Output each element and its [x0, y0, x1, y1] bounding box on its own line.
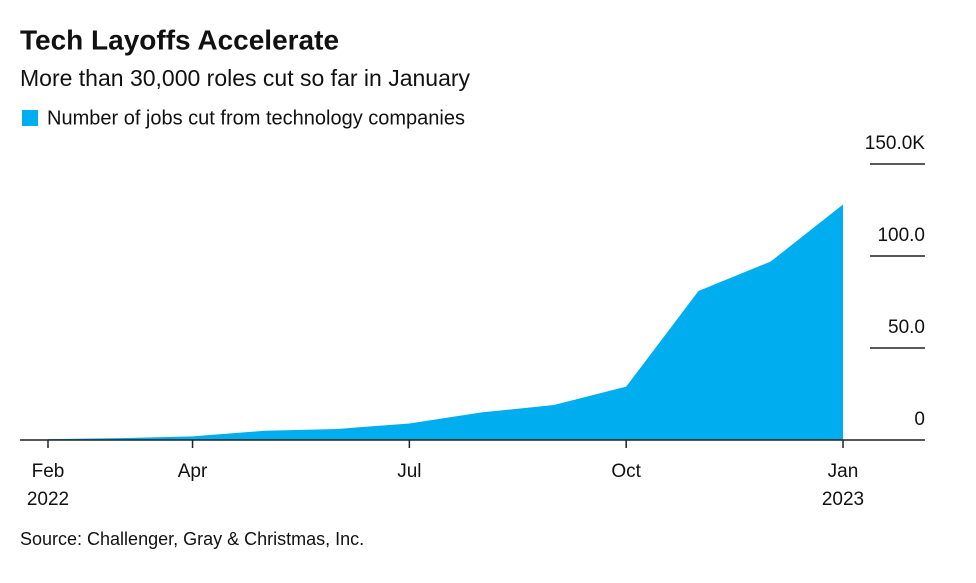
legend-label: Number of jobs cut from technology compa… — [47, 107, 465, 129]
legend-swatch — [22, 110, 38, 126]
x-tick-label: Jul — [397, 461, 421, 482]
chart-subtitle: More than 30,000 roles cut so far in Jan… — [20, 65, 471, 91]
x-tick-label: Oct — [611, 461, 641, 482]
area — [48, 204, 843, 440]
y-tick-label: 150.0K — [865, 133, 926, 154]
y-tick-label: 100.0 — [877, 225, 925, 246]
y-tick-label: 0 — [914, 409, 925, 430]
x-tick-label: Jan 2023 — [822, 461, 864, 510]
x-tick-label: Feb 2022 — [27, 461, 69, 510]
y-tick-label: 50.0 — [888, 317, 925, 338]
chart-title: Tech Layoffs Accelerate — [20, 24, 339, 55]
x-tick-label: Apr — [178, 461, 208, 482]
source: Source: Challenger, Gray & Christmas, In… — [20, 529, 364, 549]
